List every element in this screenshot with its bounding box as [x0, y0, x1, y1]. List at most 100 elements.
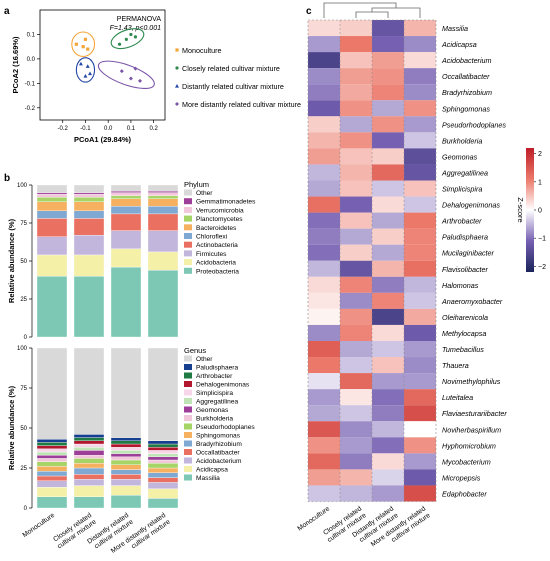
- bar-segment: [110, 495, 142, 509]
- heatmap-cell: [372, 453, 404, 470]
- legend-swatch: [184, 267, 192, 274]
- plot-frame: [39, 9, 166, 121]
- legend-swatch: [184, 372, 192, 379]
- heatmap-cell: [372, 276, 404, 293]
- bar-segment: [73, 450, 105, 456]
- bar-segment: [110, 440, 142, 445]
- legend-swatch: [184, 233, 192, 239]
- group-ellipse: [110, 28, 145, 50]
- heatmap-cell: [372, 324, 404, 341]
- heatmap-chart: Massilia Acidicapsa Acidobacterium Occallat…: [296, 2, 546, 548]
- bar-segment: [147, 269, 179, 338]
- legend-label: More distantly related cultivar mixture: [182, 100, 301, 109]
- heatmap-cell: [372, 228, 404, 245]
- data-point: [81, 45, 85, 49]
- bar-segment: [147, 440, 179, 445]
- heatmap-cell: [404, 389, 436, 406]
- label-line: Monoculture: [21, 512, 56, 539]
- legend-title: Genus: [184, 346, 206, 355]
- row-label: Flaviaesturariibacter: [442, 409, 507, 418]
- heatmap-cell: [404, 421, 436, 438]
- heatmap-cell: [372, 373, 404, 390]
- legend-label: Distantly related cultivar mixture: [182, 82, 284, 91]
- heatmap-cell: [308, 389, 340, 406]
- legend-label: Burkholderia: [196, 416, 233, 423]
- heatmap-cell: [372, 357, 404, 374]
- legend-label: Arthrobacter: [196, 373, 233, 380]
- heatmap-cell: [340, 485, 372, 502]
- y-tick-label: -0.2: [25, 106, 36, 112]
- heatmap-cell: [308, 212, 340, 229]
- legend-label: Firmicutes: [196, 251, 227, 258]
- bar-segment: [147, 453, 179, 457]
- bar-segment: [73, 193, 105, 198]
- heatmap-cell: [340, 373, 372, 390]
- heatmap-cell: [308, 196, 340, 213]
- row-label: Oleiharenicola: [442, 313, 488, 322]
- bar-segment: [73, 201, 105, 212]
- bar-segment: [36, 448, 68, 453]
- bar-segment: [147, 456, 179, 461]
- legend-label: Dehalogenimonas: [196, 382, 250, 389]
- bar-segment: [73, 485, 105, 497]
- y-tick-label: 0.1: [27, 32, 36, 38]
- bar-segment: [36, 210, 68, 219]
- bar-segment: [110, 266, 142, 338]
- heatmap-cell: [308, 292, 340, 309]
- y-tick-label: 0: [24, 506, 28, 512]
- heatmap-cell: [340, 405, 372, 422]
- heatmap-cell: [404, 341, 436, 358]
- heatmap-cell: [340, 308, 372, 325]
- panel-label: b: [4, 173, 10, 184]
- bar-segment: [110, 198, 142, 207]
- row-label: Halomonas: [442, 281, 479, 290]
- heatmap-cell: [372, 100, 404, 117]
- row-label: Geomonas: [442, 152, 478, 161]
- heatmap-cell: [404, 196, 436, 213]
- heatmap-cell: [404, 164, 436, 181]
- legend-label: Bradyrhizobium: [196, 441, 242, 448]
- heatmap-cell: [404, 292, 436, 309]
- legend-label: Proteobacteria: [196, 268, 239, 275]
- bar-segment: [110, 450, 142, 454]
- bar-segment: [36, 218, 68, 237]
- row-label: Simplicispira: [442, 185, 482, 194]
- legend-swatch: [184, 250, 192, 257]
- row-label: Mucilaginibacter: [442, 249, 495, 258]
- bar-segment: [110, 230, 142, 250]
- group-ellipse: [71, 31, 96, 57]
- bar-segment: [36, 193, 68, 198]
- heatmap-cell: [372, 36, 404, 53]
- bar-segment: [36, 451, 68, 456]
- heatmap-cell: [308, 469, 340, 486]
- bar-segment: [36, 439, 68, 443]
- y-tick-label: 50: [20, 426, 27, 432]
- dendrogram-branch: [355, 11, 389, 18]
- row-label: Tumebacillus: [442, 345, 484, 354]
- bar-segment: [110, 485, 142, 496]
- bar-segment: [73, 196, 105, 202]
- row-label: Noviherbaspirillum: [442, 425, 501, 434]
- stacked-bar-chart: 0 25 50 75 100 Relative abundance (%) PhylumOt…: [7, 180, 256, 341]
- heatmap-cell: [372, 244, 404, 261]
- data-point: [138, 78, 142, 83]
- bar-segment: [110, 443, 142, 448]
- legend-label: Gemmatimonadetes: [196, 199, 256, 206]
- x-tick-label: -0.2: [58, 126, 69, 132]
- bar-segment: [36, 496, 68, 509]
- legend-swatch: [184, 398, 192, 404]
- bar-segment: [110, 248, 142, 268]
- heatmap-cell: [340, 164, 372, 181]
- heatmap-cell: [372, 212, 404, 229]
- heatmap-cell: [372, 341, 404, 358]
- bar-segment: [73, 434, 105, 438]
- heatmap-cell: [372, 469, 404, 486]
- heatmap-cell: [404, 373, 436, 390]
- heatmap-cell: [404, 132, 436, 149]
- legend-swatch: [184, 381, 192, 387]
- legend-label: Other: [196, 190, 213, 197]
- row-label: Paludisphaera: [442, 233, 488, 242]
- legend-swatch: [184, 457, 192, 464]
- bar-segment: [73, 440, 105, 445]
- bar-segment: [36, 475, 68, 481]
